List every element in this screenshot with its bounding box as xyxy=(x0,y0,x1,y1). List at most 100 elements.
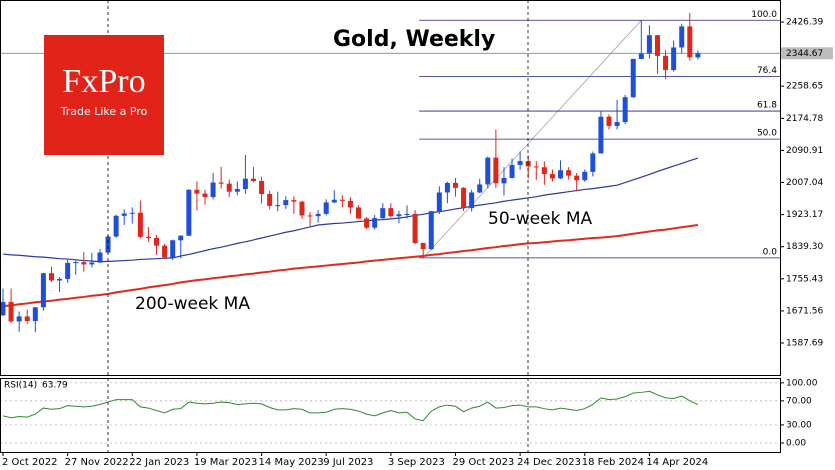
candle-body xyxy=(226,183,232,192)
fib-label: 0.0 xyxy=(763,247,778,257)
candle-body xyxy=(259,180,265,195)
x-tick-label: 9 Jul 2023 xyxy=(323,457,373,468)
candle-body xyxy=(549,174,555,179)
x-tick-label: 14 Apr 2024 xyxy=(646,457,708,468)
y-tick-label: 2007.04 xyxy=(786,178,823,188)
candle-body xyxy=(275,205,281,207)
chart-title: Gold, Weekly xyxy=(333,27,495,52)
candle-body xyxy=(339,199,345,201)
candle-body xyxy=(412,213,418,243)
candle-body xyxy=(517,161,523,165)
candle-body xyxy=(566,170,572,176)
candle-body xyxy=(436,192,442,212)
candle-body xyxy=(582,171,588,181)
candle-body xyxy=(598,116,604,154)
candle-body xyxy=(331,199,337,203)
ma-annotation: 200-week MA xyxy=(135,294,250,314)
candle-body xyxy=(630,58,636,98)
candle-body xyxy=(323,202,329,214)
fib-label: 50.0 xyxy=(757,129,777,139)
candle-body xyxy=(364,218,370,228)
candle-body xyxy=(444,182,450,193)
candle-body xyxy=(622,97,628,123)
main-pane-border xyxy=(0,0,781,376)
rsi-tick-label: 30.00 xyxy=(786,420,812,430)
x-tick-label: 27 Nov 2022 xyxy=(65,457,129,468)
rsi-pane-border xyxy=(0,378,781,453)
y-tick-label: 2090.91 xyxy=(786,146,823,156)
candle-body xyxy=(654,35,660,56)
rsi-tick-label: 100.00 xyxy=(786,378,818,388)
candle-body xyxy=(202,193,208,198)
candle-body xyxy=(663,55,669,71)
candle-body xyxy=(574,175,580,181)
candle-body xyxy=(162,245,168,258)
candle-body xyxy=(461,187,467,209)
candle-body xyxy=(194,189,200,194)
candle-body xyxy=(48,273,54,281)
candle-body xyxy=(145,236,151,239)
x-tick-label: 22 Jan 2023 xyxy=(129,457,189,468)
y-tick-label: 1587.69 xyxy=(786,338,823,348)
x-tick-label: 3 Sep 2023 xyxy=(388,457,445,468)
candle-body xyxy=(97,252,103,263)
current-price-box xyxy=(781,47,833,60)
candle-body xyxy=(105,236,111,253)
x-tick-label: 18 Feb 2024 xyxy=(582,457,644,468)
candle-body xyxy=(32,307,38,322)
candle-body xyxy=(493,157,499,184)
candle-body xyxy=(0,301,6,316)
candle-body xyxy=(170,240,176,258)
candle-body xyxy=(299,201,305,216)
x-tick-label: 29 Oct 2023 xyxy=(452,457,514,468)
candle-body xyxy=(113,215,119,237)
candle-body xyxy=(477,184,483,193)
candle-body xyxy=(73,262,79,264)
candle-body xyxy=(129,212,135,214)
candle-body xyxy=(541,167,547,175)
logo-brand: FxPro xyxy=(62,63,145,100)
candle-body xyxy=(267,194,273,206)
rsi-tick-label: 70.00 xyxy=(786,396,812,406)
candle-body xyxy=(234,189,240,192)
y-tick-label: 2426.39 xyxy=(786,18,823,28)
candle-body xyxy=(291,200,297,202)
candle-body xyxy=(671,47,677,71)
candle-body xyxy=(469,192,475,209)
candle-body xyxy=(614,122,620,126)
candle-body xyxy=(372,218,378,228)
candle-body xyxy=(154,238,160,246)
candle-body xyxy=(590,153,596,172)
plot-layer: 2426.39 2258.65 2174.78 2090.91 2007.04 1923.… xyxy=(0,10,833,468)
candle-body xyxy=(186,189,192,236)
rsi-tick-label: 0.00 xyxy=(786,438,806,448)
candle-body xyxy=(638,53,644,59)
candle-body xyxy=(65,262,71,279)
candle-body xyxy=(121,213,127,216)
candle-body xyxy=(396,214,402,217)
candle-body xyxy=(509,164,515,178)
candle-body xyxy=(16,316,22,322)
candle-body xyxy=(307,215,313,217)
x-tick-label: 14 May 2023 xyxy=(259,457,324,468)
moving-average xyxy=(2,224,699,308)
ma-annotation: 50-week MA xyxy=(488,209,593,229)
fib-label: 61.8 xyxy=(757,101,777,111)
candle-body xyxy=(420,242,426,250)
candle-body xyxy=(485,157,491,185)
candle-body xyxy=(452,182,458,188)
y-tick-label: 1755.43 xyxy=(786,274,823,284)
fib-label: 100.0 xyxy=(751,10,777,20)
logo-tagline: Trade Like a Pro xyxy=(60,105,148,118)
candle-body xyxy=(356,207,362,219)
logo-box xyxy=(44,35,164,155)
candle-body xyxy=(695,53,701,58)
current-price-label: 2344.67 xyxy=(786,49,823,59)
x-tick-label: 2 Oct 2022 xyxy=(2,457,57,468)
y-tick-label: 1839.30 xyxy=(786,242,823,252)
candle-body xyxy=(428,211,434,250)
candle-body xyxy=(646,35,652,54)
candle-body xyxy=(178,235,184,241)
candle-body xyxy=(283,200,289,206)
